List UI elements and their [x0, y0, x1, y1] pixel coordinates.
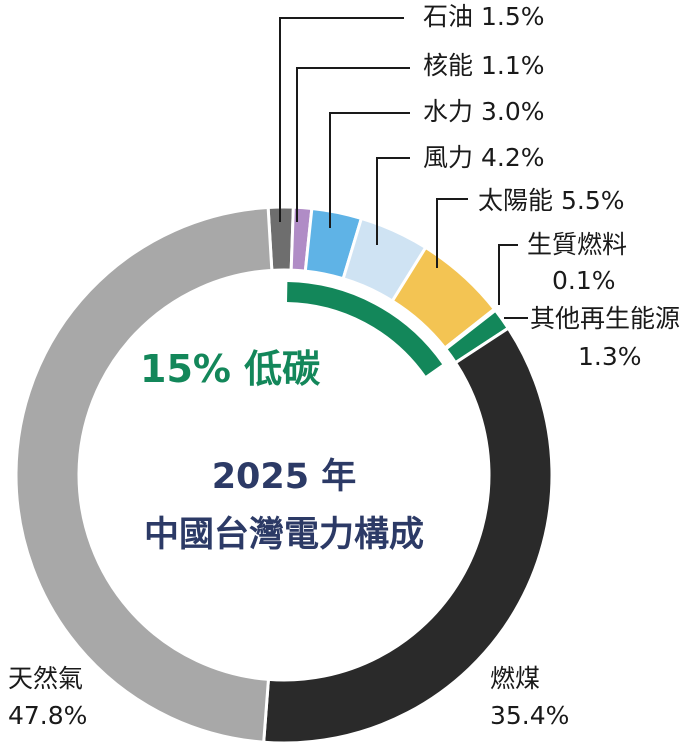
label-nuclear: 核能 1.1% — [423, 51, 545, 80]
chart-title: 2025 年 — [211, 457, 357, 497]
value-biomass: 0.1% — [552, 266, 616, 295]
label-coal: 燃煤 — [490, 664, 541, 693]
low-carbon-annotation: 15% 低碳 — [140, 347, 321, 391]
leader-line-oil — [279, 17, 404, 222]
slice-8 — [14, 205, 274, 744]
label-other-renewables: 其他再生能源 — [530, 304, 681, 333]
slice-7 — [262, 326, 554, 745]
value-gas: 47.8% — [8, 701, 88, 730]
value-other-renewables: 1.3% — [578, 342, 642, 371]
leader-lines — [279, 17, 528, 319]
leader-line-hydro — [329, 112, 410, 228]
value-coal: 35.4% — [490, 701, 570, 730]
leader-line-solar — [436, 198, 468, 268]
label-wind: 風力 4.2% — [423, 143, 545, 172]
label-solar: 太陽能 5.5% — [478, 186, 625, 215]
label-gas: 天然氣 — [8, 664, 84, 693]
chart-subtitle: 中國台灣電力構成 — [143, 515, 424, 555]
leader-line-wind — [376, 157, 410, 245]
label-oil: 石油 1.5% — [423, 2, 545, 31]
label-hydro: 水力 3.0% — [423, 97, 545, 126]
leader-line-biomass — [498, 244, 518, 305]
low-carbon-arc — [286, 282, 443, 376]
label-biomass: 生質燃料 — [527, 230, 628, 259]
leader-line-nuclear — [296, 67, 410, 222]
